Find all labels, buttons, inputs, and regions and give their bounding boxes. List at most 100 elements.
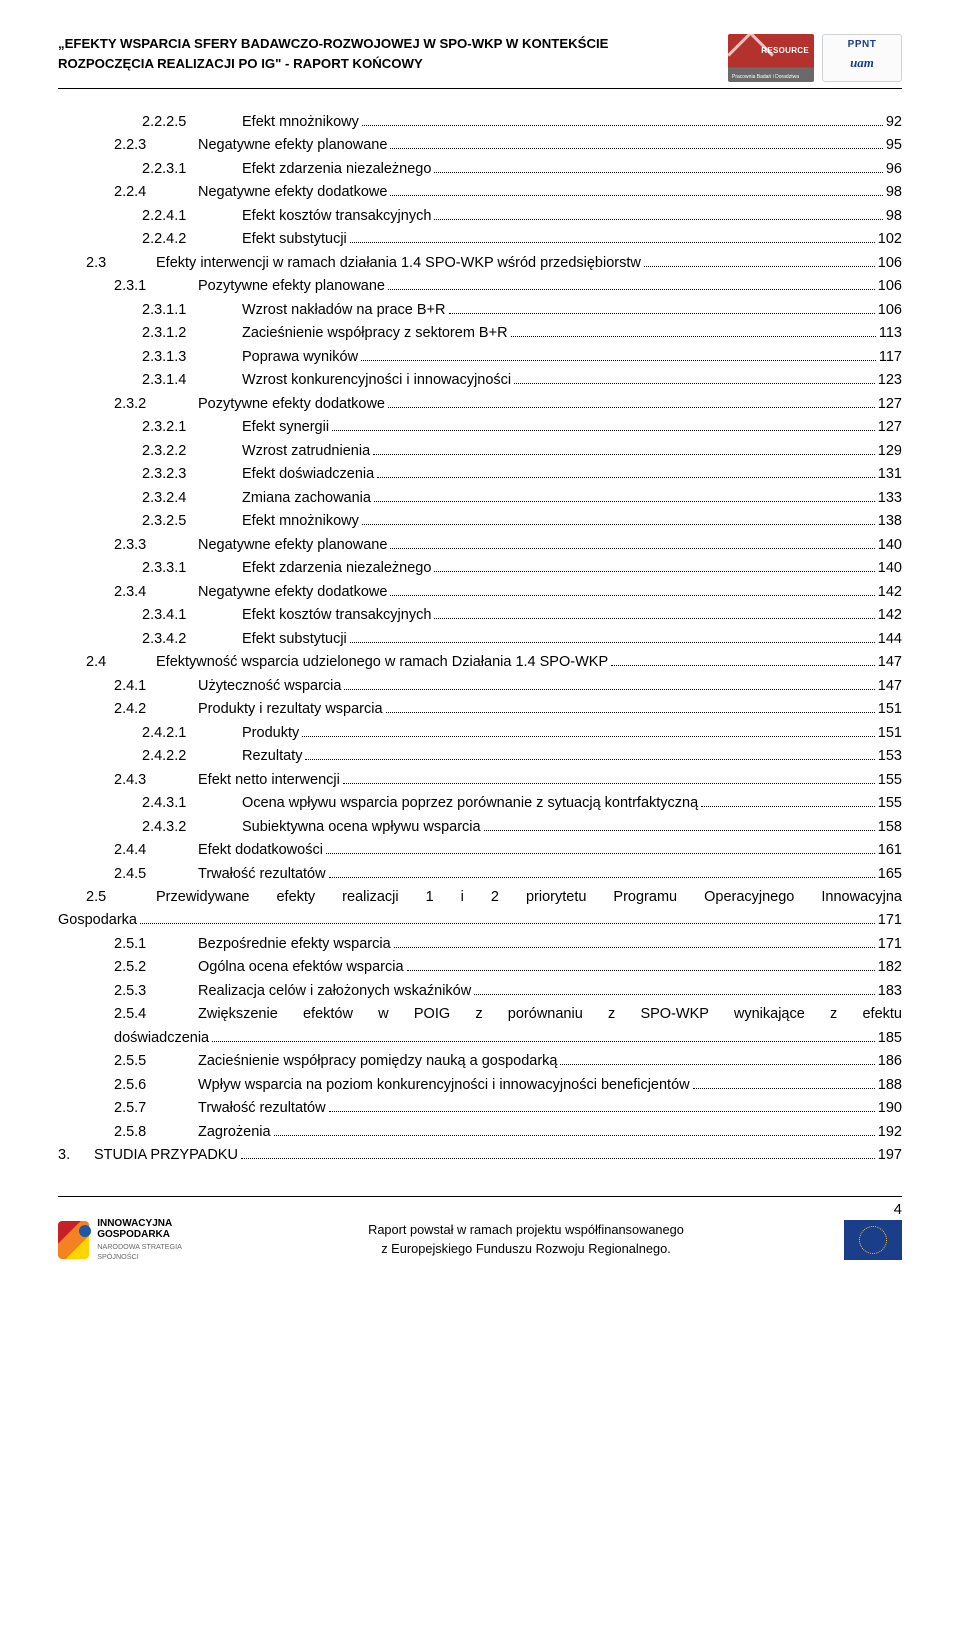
toc-number: 2.5.8 <box>114 1121 198 1144</box>
ig-logo-line3: NARODOWA STRATEGIA SPÓJNOŚCI <box>97 1242 181 1261</box>
toc-page: 142 <box>878 604 902 627</box>
toc-entry: 2.3.3.1Efekt zdarzenia niezależnego140 <box>58 557 902 580</box>
toc-entry: 2.3.4.2Efekt substytucji144 <box>58 628 902 651</box>
toc-entry: 2.3.3Negatywne efekty planowane140 <box>58 534 902 557</box>
toc-title: Efektywność wsparcia udzielonego w ramac… <box>156 651 608 674</box>
toc-title: Zagrożenia <box>198 1121 271 1144</box>
toc-number: 2.4.3.2 <box>142 816 242 839</box>
toc-entry: 2.5.4Zwiększenie efektów w POIG z porówn… <box>58 1003 902 1050</box>
toc-page: 155 <box>878 769 902 792</box>
toc-leader <box>390 195 882 196</box>
footer-center-text: Raport powstał w ramach projektu współfi… <box>368 1221 684 1258</box>
toc-title: Negatywne efekty dodatkowe <box>198 581 387 604</box>
toc-leader <box>514 383 875 384</box>
toc-leader <box>388 289 875 290</box>
toc-leader <box>305 759 874 760</box>
toc-title: Rezultaty <box>242 745 302 768</box>
toc-number: 2.2.3.1 <box>142 158 242 181</box>
toc-leader <box>374 501 875 502</box>
toc-entry: 2.4Efektywność wsparcia udzielonego w ra… <box>58 651 902 674</box>
toc-number: 2.4.3 <box>114 769 198 792</box>
toc-entry: 2.3.4Negatywne efekty dodatkowe142 <box>58 581 902 604</box>
toc-leader <box>361 360 876 361</box>
toc-entry: 2.5.1Bezpośrednie efekty wsparcia171 <box>58 933 902 956</box>
footer-logo-innowacyjna: INNOWACYJNA GOSPODARKA NARODOWA STRATEGI… <box>58 1218 208 1262</box>
toc-leader <box>434 219 882 220</box>
toc-leader <box>140 923 875 924</box>
toc-leader <box>343 783 875 784</box>
toc-number: 2.3 <box>86 252 156 275</box>
toc-title: Ocena wpływu wsparcia poprzez porównanie… <box>242 792 698 815</box>
toc-entry: 2.5Przewidywane efekty realizacji 1 i 2 … <box>58 886 902 933</box>
page-number: 4 <box>58 1201 902 1218</box>
toc-page: 127 <box>878 416 902 439</box>
toc-page: 188 <box>878 1074 902 1097</box>
toc-entry: 2.3.2.2Wzrost zatrudnienia129 <box>58 440 902 463</box>
toc-title: Zacieśnienie współpracy pomiędzy nauką a… <box>198 1050 557 1073</box>
toc-entry: 2.4.5Trwałość rezultatów165 <box>58 863 902 886</box>
toc-number: 2.3.2.1 <box>142 416 242 439</box>
toc-leader <box>362 524 875 525</box>
toc-page: 92 <box>886 111 902 134</box>
toc-number: 2.3.1.2 <box>142 322 242 345</box>
resource-logo-sub: Pracownia Badań i Doradztwa <box>732 74 799 80</box>
footer-center-line2: z Europejskiego Funduszu Rozwoju Regiona… <box>381 1241 671 1256</box>
toc-page: 171 <box>878 909 902 932</box>
report-header: „EFEKTY WSPARCIA SFERY BADAWCZO-ROZWOJOW… <box>58 34 902 82</box>
toc-title: Subiektywna ocena wpływu wsparcia <box>242 816 481 839</box>
toc-number: 2.4.5 <box>114 863 198 886</box>
toc-page: 98 <box>886 205 902 228</box>
toc-title: Negatywne efekty dodatkowe <box>198 181 387 204</box>
toc-title: Poprawa wyników <box>242 346 358 369</box>
toc-leader <box>390 548 874 549</box>
toc-page: 185 <box>878 1027 902 1050</box>
toc-page: 106 <box>878 275 902 298</box>
toc-title: STUDIA PRZYPADKU <box>94 1144 238 1167</box>
header-line1: „EFEKTY WSPARCIA SFERY BADAWCZO-ROZWOJOW… <box>58 36 608 51</box>
toc-page: 144 <box>878 628 902 651</box>
toc-leader <box>474 994 875 995</box>
toc-number: 2.5.4 <box>114 1003 198 1026</box>
toc-number: 2.3.1 <box>114 275 198 298</box>
toc-entry: 2.4.3.1Ocena wpływu wsparcia poprzez por… <box>58 792 902 815</box>
toc-title: Wzrost nakładów na prace B+R <box>242 299 446 322</box>
ppnt-logo-label: PPNT <box>823 39 901 50</box>
toc-number: 2.3.2.2 <box>142 440 242 463</box>
toc-page: 98 <box>886 181 902 204</box>
toc-title: Wpływ wsparcia na poziom konkurencyjnośc… <box>198 1074 690 1097</box>
toc-number: 2.3.2 <box>114 393 198 416</box>
toc-entry: 2.3.2Pozytywne efekty dodatkowe 127 <box>58 393 902 416</box>
toc-number: 2.3.1.4 <box>142 369 242 392</box>
toc-title: Produkty i rezultaty wsparcia <box>198 698 383 721</box>
toc-entry: 2.2.3Negatywne efekty planowane95 <box>58 134 902 157</box>
resource-logo-label: RESOURCE <box>761 46 809 55</box>
toc-title: Pozytywne efekty planowane <box>198 275 385 298</box>
toc-entry: 2.4.4Efekt dodatkowości161 <box>58 839 902 862</box>
toc-page: 171 <box>878 933 902 956</box>
toc-entry: 2.5.5Zacieśnienie współpracy pomiędzy na… <box>58 1050 902 1073</box>
toc-page: 127 <box>878 393 902 416</box>
toc-leader <box>434 172 882 173</box>
toc-title: Użyteczność wsparcia <box>198 675 341 698</box>
toc-number: 2.3.1.1 <box>142 299 242 322</box>
ppnt-logo: PPNT uam <box>822 34 902 82</box>
toc-title: Wzrost konkurencyjności i innowacyjności <box>242 369 511 392</box>
toc-entry: 2.3.2.4Zmiana zachowania133 <box>58 487 902 510</box>
toc-leader <box>484 830 875 831</box>
toc-entry: 2.5.7Trwałość rezultatów190 <box>58 1097 902 1120</box>
toc-number: 2.2.3 <box>114 134 198 157</box>
toc-title: Pozytywne efekty dodatkowe <box>198 393 385 416</box>
toc-page: 113 <box>879 322 902 345</box>
table-of-contents: 2.2.2.5Efekt mnożnikowy922.2.3Negatywne … <box>58 111 902 1168</box>
toc-entry: 2.5.3Realizacja celów i założonych wskaź… <box>58 980 902 1003</box>
toc-number: 2.4.1 <box>114 675 198 698</box>
toc-page: 142 <box>878 581 902 604</box>
toc-entry: 2.3Efekty interwencji w ramach działania… <box>58 252 902 275</box>
toc-entry: 2.2.4Negatywne efekty dodatkowe98 <box>58 181 902 204</box>
toc-number: 2.5.5 <box>114 1050 198 1073</box>
toc-leader <box>644 266 875 267</box>
toc-leader <box>511 336 876 337</box>
toc-page: 140 <box>878 534 902 557</box>
toc-page: 147 <box>878 675 902 698</box>
toc-title: Efekt zdarzenia niezależnego <box>242 557 431 580</box>
